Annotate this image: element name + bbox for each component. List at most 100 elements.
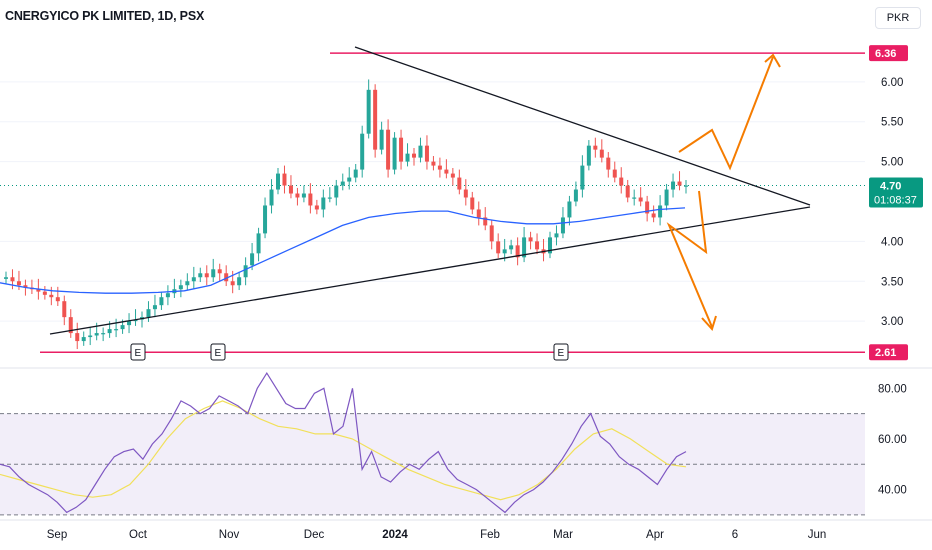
earnings-marker-label: E [215, 348, 222, 359]
candle-body [211, 269, 216, 278]
earnings-marker [210, 343, 226, 361]
bar-countdown: 01:08:37 [874, 195, 917, 207]
price-axis: 6.00 5.50 5.00 4.00 3.50 3.00 6.36 2.61 4.70 01:0… [869, 45, 923, 361]
candle-body [94, 333, 99, 336]
time-tick-label: 2024 [382, 529, 408, 541]
candle-body [392, 137, 397, 170]
candle-body [321, 197, 326, 210]
candle-body [308, 193, 313, 206]
candle-body [664, 189, 669, 206]
candle-body [347, 177, 352, 182]
candle-body [114, 329, 119, 331]
candle-body [107, 329, 112, 334]
support-price-tag: 2.61 [875, 347, 896, 359]
candle-body [593, 145, 598, 150]
rsi-ma-line [0, 400, 687, 501]
candle-body [146, 309, 151, 318]
candle-body [198, 273, 203, 278]
candle-body [444, 169, 449, 174]
candle-body [509, 245, 514, 250]
bullish-arrowhead [764, 53, 781, 68]
candle-body [204, 273, 209, 278]
candle-body [360, 133, 365, 170]
candle-body [36, 289, 41, 292]
triangle-trendlines [49, 46, 811, 335]
candle-body [62, 301, 67, 318]
time-tick-label: Jun [808, 529, 827, 541]
candle-body [573, 189, 578, 202]
time-tick-label: Dec [304, 529, 325, 541]
candle-body [476, 209, 481, 218]
candle-body [450, 173, 455, 178]
rsi-overbought-oversold-band [0, 413, 865, 515]
time-tick-label: 6 [732, 529, 738, 541]
candle-body [49, 294, 54, 298]
candle-body [185, 281, 190, 286]
candle-body [522, 237, 527, 258]
rsi-tick-label: 80.00 [878, 383, 907, 395]
candle-body [457, 177, 462, 190]
candle-body [684, 185, 688, 187]
candle-body [16, 281, 21, 286]
candle-body [230, 281, 235, 286]
last-price-tag: 4.70 [880, 181, 901, 193]
candle-body [276, 173, 280, 190]
price-tick-label: 5.50 [881, 117, 903, 129]
candle-body [399, 137, 404, 162]
candle-body [327, 197, 332, 199]
candle-body [386, 129, 391, 170]
candle-body [651, 213, 656, 218]
candle-body [353, 169, 358, 178]
candle-body [288, 185, 293, 194]
candle-body [463, 189, 468, 198]
candle-body [75, 333, 80, 342]
currency-selector[interactable]: PKR [875, 7, 921, 29]
time-tick-label: Oct [129, 529, 148, 541]
candle-body [263, 205, 268, 234]
candle-body [677, 181, 682, 186]
candle-body [625, 185, 630, 198]
candle-body [178, 285, 183, 290]
candle-body [217, 269, 222, 274]
price-tick-label: 3.00 [881, 316, 903, 328]
price-grid [0, 81, 865, 322]
candle-body [632, 197, 637, 199]
candle-body [424, 145, 429, 162]
candle-body [250, 253, 255, 266]
candle-body [612, 169, 617, 178]
candle-body [256, 233, 261, 254]
lower-trendline [49, 206, 811, 335]
candle-body [638, 197, 643, 202]
candle-body [191, 277, 196, 282]
candle-body [152, 305, 157, 310]
candle-body [269, 189, 274, 206]
candle-body [496, 241, 501, 254]
time-tick-label: Mar [553, 529, 573, 541]
candle-body [165, 293, 170, 298]
candle-body [366, 89, 371, 134]
candle-body [88, 335, 93, 338]
rsi-tick-label: 40.00 [878, 485, 907, 497]
bearish-projection-arrow [666, 190, 713, 328]
candle-body [489, 225, 494, 242]
candle-body [68, 317, 73, 334]
resistance-price-tag-bg [869, 45, 908, 62]
last-price-tag-bg [869, 177, 923, 208]
rsi-tick-label: 60.00 [878, 434, 907, 446]
candle-body [243, 265, 248, 278]
price-tick-label: 4.00 [881, 236, 903, 248]
candle-body [567, 201, 572, 218]
bullish-projection-arrow [678, 56, 774, 171]
earnings-marker [130, 343, 146, 361]
candle-body [373, 89, 378, 150]
candle-body [599, 149, 604, 158]
time-axis: Sep Oct Nov Dec 2024 Feb Mar Apr 6 Jun [47, 529, 827, 541]
candle-body [334, 185, 339, 198]
price-tick-label: 3.50 [881, 276, 903, 288]
bearish-arrowhead [701, 315, 717, 331]
candle-body [4, 277, 8, 279]
candle-body [535, 241, 540, 250]
candle-body [237, 277, 242, 286]
time-tick-label: Nov [219, 529, 240, 541]
